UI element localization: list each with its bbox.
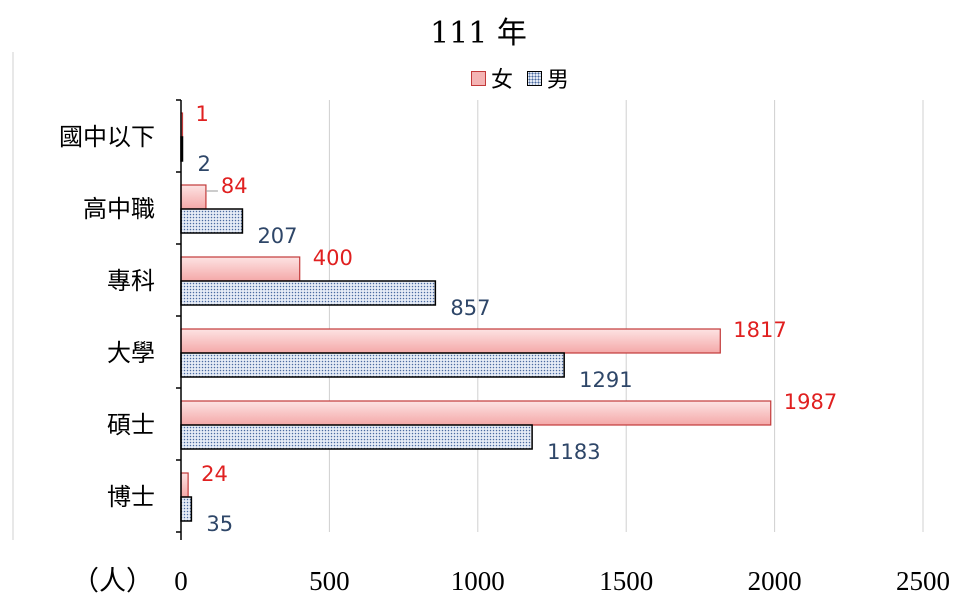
- bar-male: [180, 496, 193, 522]
- data-label-female: 1987: [784, 390, 837, 414]
- unit-label: （人）: [72, 566, 153, 597]
- data-label-male: 1291: [579, 368, 632, 392]
- bar-female: [180, 472, 189, 498]
- category-label: 大學: [107, 339, 155, 367]
- data-label-male: 35: [206, 512, 233, 536]
- x-tick-label: 1000: [451, 566, 505, 596]
- bar-male: [180, 424, 533, 450]
- bar-female: [180, 400, 772, 426]
- category-label: 專科: [107, 267, 155, 295]
- bar-female: [180, 184, 207, 210]
- x-tick-label: 0: [174, 566, 188, 596]
- x-tick-label: 500: [309, 566, 350, 596]
- data-label-female: 84: [221, 174, 248, 198]
- data-label-female: 1: [196, 102, 209, 126]
- data-label-male: 1183: [547, 440, 600, 464]
- data-label-female: 1817: [733, 318, 786, 342]
- x-tick-label: 1500: [599, 566, 653, 596]
- data-label-male: 207: [257, 224, 297, 248]
- category-label: 高中職: [83, 195, 155, 223]
- legend-label-male: 男: [547, 68, 570, 93]
- chart-title: 111 年: [430, 16, 527, 51]
- category-label: 碩士: [107, 411, 155, 439]
- legend-item-female: 女: [471, 62, 513, 94]
- legend: 女 男: [471, 62, 583, 94]
- x-tick-label: 2500: [896, 566, 950, 596]
- bar-female: [180, 256, 301, 282]
- bar-male: [180, 352, 565, 378]
- data-label-male: 857: [450, 296, 490, 320]
- bar-male: [180, 280, 437, 306]
- data-label-male: 2: [198, 152, 211, 176]
- legend-item-male: 男: [527, 62, 569, 94]
- bar-female: [180, 328, 721, 354]
- data-label-female: 400: [313, 246, 353, 270]
- category-label: 國中以下: [59, 123, 155, 151]
- legend-swatch-female: [471, 70, 486, 86]
- data-label-female: 24: [201, 462, 228, 486]
- legend-label-female: 女: [491, 68, 514, 93]
- legend-swatch-male: [527, 70, 543, 86]
- x-tick-label: 2000: [748, 566, 802, 596]
- category-label: 博士: [107, 483, 155, 511]
- bar-male: [180, 208, 244, 234]
